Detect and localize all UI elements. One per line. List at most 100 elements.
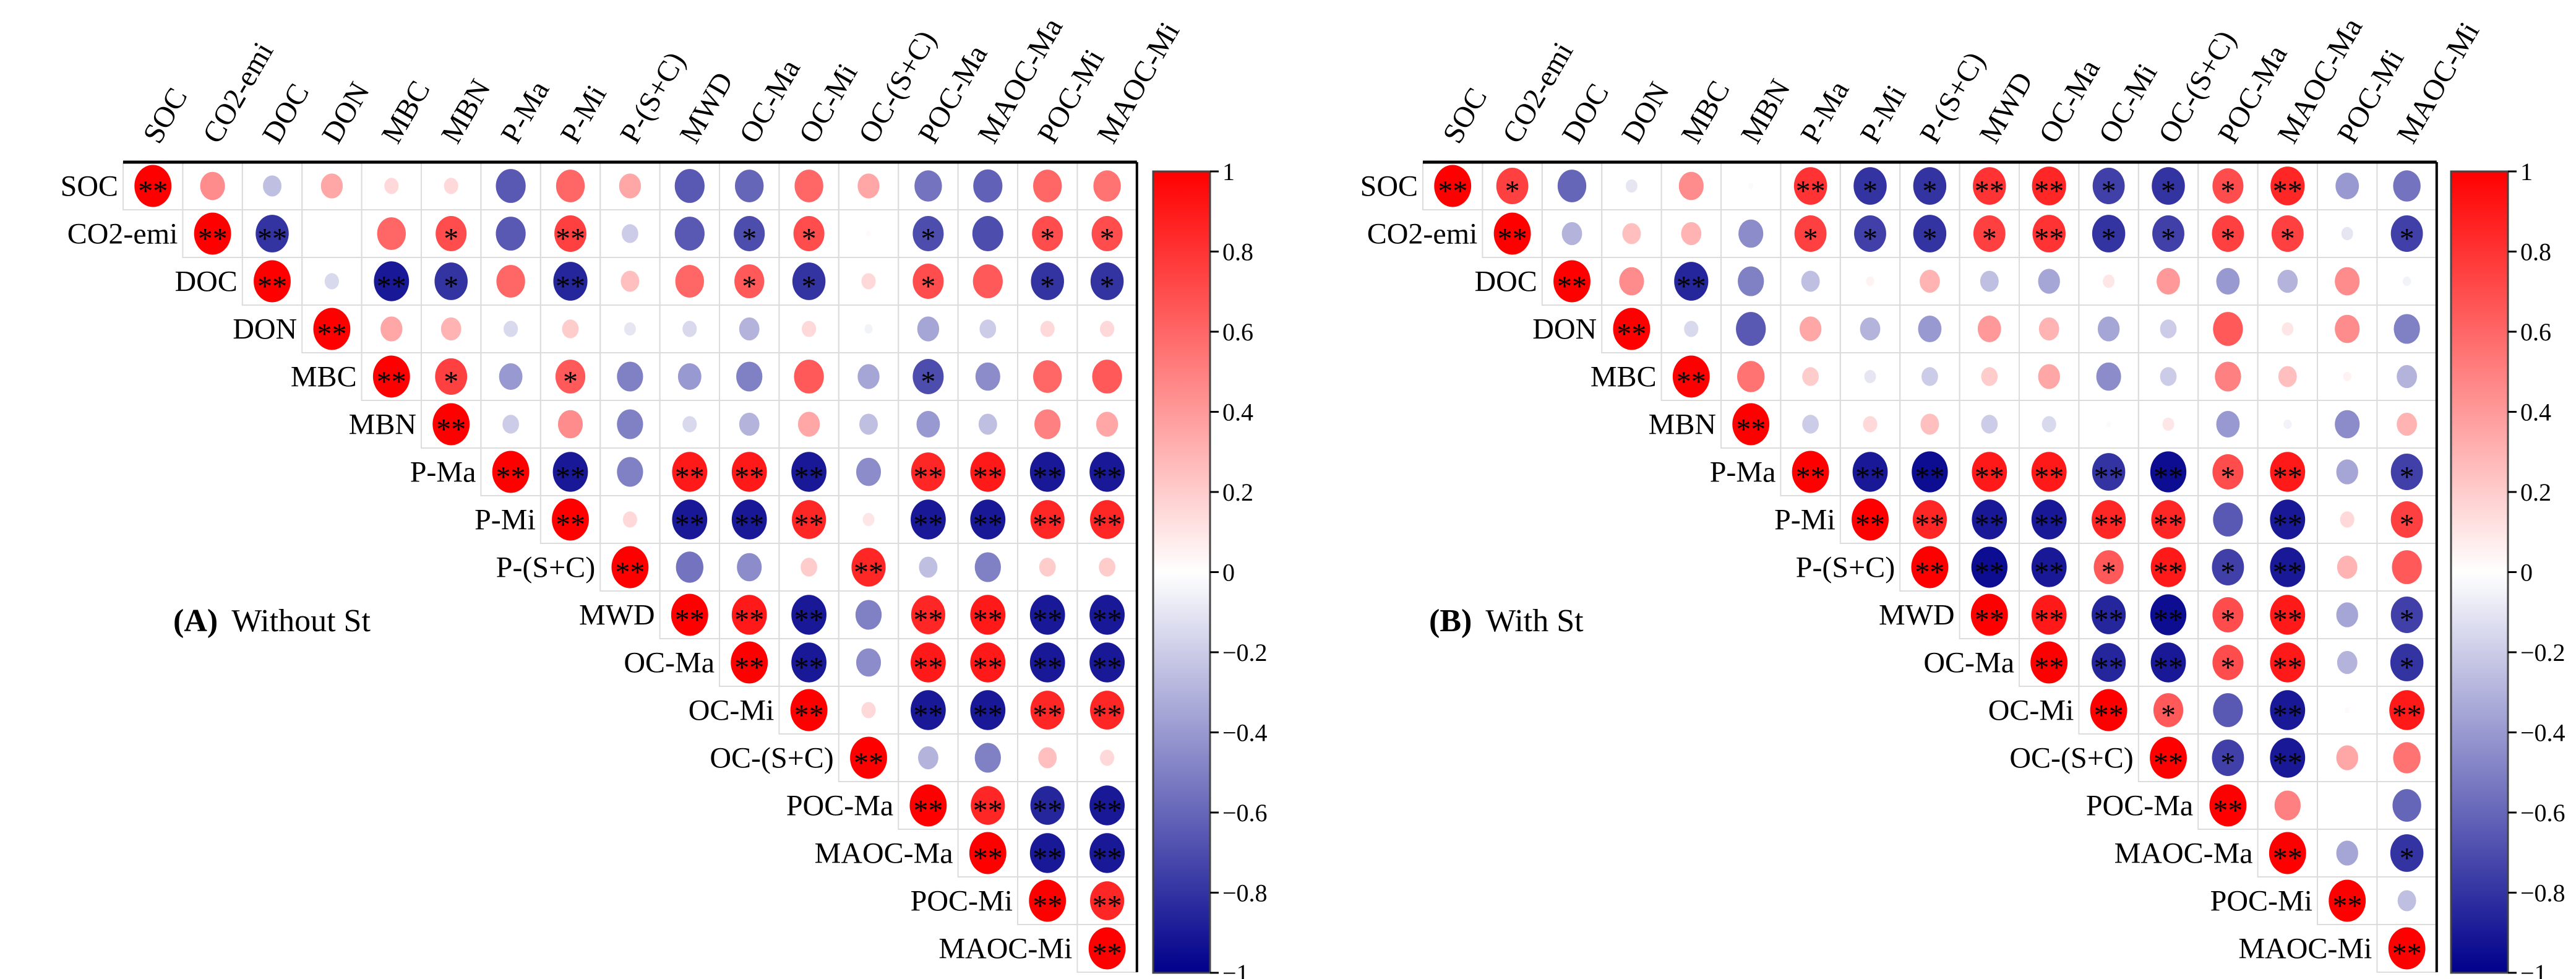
correlation-circle <box>731 641 768 684</box>
correlation-circle <box>200 171 225 201</box>
correlation-circle <box>2270 690 2306 730</box>
correlation-circle <box>2151 500 2186 539</box>
column-label: MBC <box>375 75 436 149</box>
correlation-circle <box>792 262 826 300</box>
correlation-circle <box>682 321 697 337</box>
colorbar-tick-label: 0.2 <box>2520 478 2551 506</box>
correlation-circle <box>2397 890 2416 912</box>
row-label: OC-Ma <box>1923 647 2014 679</box>
correlation-circle <box>2271 215 2304 252</box>
correlation-circle <box>1622 223 1641 244</box>
significance-mark: ** <box>2392 938 2422 970</box>
correlation-circle <box>2329 879 2366 922</box>
correlation-circle <box>553 262 588 301</box>
correlation-circle <box>1625 179 1638 193</box>
correlation-circle <box>2212 740 2244 776</box>
correlation-circle <box>739 317 760 341</box>
significance-mark: * <box>2161 175 2176 208</box>
significance-mark: ** <box>1796 175 1826 208</box>
correlation-circle <box>2212 168 2244 204</box>
correlation-circle <box>973 169 1003 203</box>
significance-mark: ** <box>2273 842 2303 875</box>
correlation-circle <box>794 170 823 202</box>
significance-mark: ** <box>2094 461 2124 494</box>
significance-mark: ** <box>734 604 764 637</box>
correlation-circle <box>911 595 945 634</box>
correlation-circle <box>1090 262 1124 300</box>
significance-mark: ** <box>377 270 406 303</box>
correlation-circle <box>1033 360 1062 393</box>
correlation-circle <box>2389 690 2424 730</box>
row-label: MWD <box>1879 599 1955 632</box>
row-label: MAOC-Mi <box>938 933 1072 965</box>
significance-mark: ** <box>1975 556 2004 589</box>
correlation-circle <box>502 415 519 434</box>
significance-mark: ** <box>1677 270 1706 303</box>
correlation-circle <box>859 413 878 435</box>
correlation-circle <box>864 324 873 334</box>
correlation-circle <box>377 217 406 250</box>
correlation-circle <box>436 216 467 251</box>
significance-mark: * <box>2220 604 2235 637</box>
correlation-circle <box>556 170 585 202</box>
correlation-circle <box>1089 595 1125 635</box>
correlation-circle <box>1863 416 1878 433</box>
correlation-circle <box>912 216 944 251</box>
correlation-circle <box>793 216 825 251</box>
significance-mark: * <box>563 366 578 399</box>
correlation-circle <box>2153 693 2184 727</box>
significance-mark: ** <box>1975 461 2004 494</box>
correlation-circle <box>970 452 1006 492</box>
significance-mark: ** <box>1093 842 1122 875</box>
significance-mark: ** <box>2034 556 2064 589</box>
significance-mark: ** <box>1677 366 1706 399</box>
row-label: OC-Ma <box>624 647 715 679</box>
significance-mark: ** <box>317 318 346 351</box>
significance-mark: ** <box>2034 604 2064 637</box>
correlation-circle <box>1913 167 1947 205</box>
correlation-circle <box>857 364 880 389</box>
row-label: DOC <box>174 265 237 298</box>
correlation-circle <box>2212 549 2244 585</box>
correlation-circle <box>1678 171 1704 201</box>
significance-mark: ** <box>2273 509 2303 541</box>
significance-mark: ** <box>1796 461 1826 494</box>
correlation-circle <box>739 412 760 436</box>
correlation-circle <box>1970 593 2008 636</box>
significance-mark: * <box>444 270 458 303</box>
significance-mark: * <box>921 366 935 399</box>
significance-mark: ** <box>1855 461 1885 494</box>
correlation-circle <box>254 260 291 303</box>
correlation-circle <box>2393 170 2421 202</box>
colorbar-tick-label: 0.8 <box>1222 238 1253 266</box>
correlation-circle <box>1802 367 1819 386</box>
significance-mark: ** <box>1855 509 1885 541</box>
significance-mark: ** <box>2273 556 2303 589</box>
correlation-circle <box>1801 270 1820 292</box>
column-label: DOC <box>256 78 316 149</box>
correlation-circle <box>1089 833 1125 873</box>
column-label: DON <box>316 77 376 149</box>
correlation-circle <box>911 642 946 683</box>
significance-mark: * <box>802 223 817 256</box>
column-label: P-Ma <box>1794 75 1855 149</box>
correlation-circle <box>2038 317 2059 341</box>
correlation-circle <box>974 552 1001 582</box>
correlation-circle <box>1619 267 1644 296</box>
correlation-circle <box>2032 166 2066 205</box>
correlation-circle <box>2103 274 2115 288</box>
correlation-circle <box>1030 786 1065 825</box>
correlation-circle <box>624 322 636 336</box>
row-label: MAOC-Ma <box>815 837 953 870</box>
correlation-circle <box>1794 215 1827 252</box>
correlation-circle <box>1864 369 1876 384</box>
correlation-circle <box>374 261 410 301</box>
correlation-circle <box>1738 219 1764 248</box>
correlation-circle <box>2216 410 2240 438</box>
significance-mark: ** <box>973 509 1003 541</box>
column-label: MWD <box>1973 67 2039 149</box>
significance-mark: ** <box>2034 175 2064 208</box>
panel-label: (B) <box>1429 603 1472 639</box>
